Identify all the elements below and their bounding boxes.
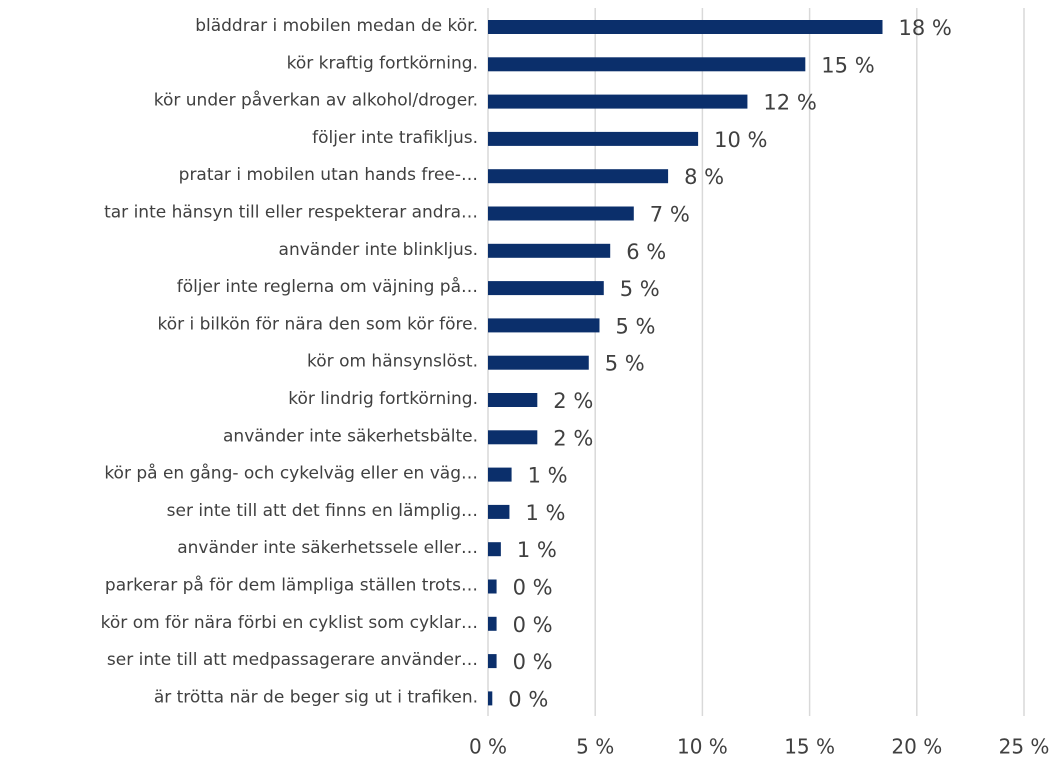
x-tick-label: 5 % (576, 735, 614, 759)
category-label: kör i bilkön för nära den som kör före. (157, 314, 478, 334)
data-label: 12 % (763, 91, 816, 115)
bar (488, 131, 699, 146)
category-label: ser inte till att medpassagerare använde… (107, 650, 478, 670)
bar (488, 169, 669, 184)
bar (488, 57, 806, 72)
data-label: 7 % (650, 203, 690, 227)
category-label: ser inte till att det finns en lämplig… (167, 501, 478, 521)
category-label: kör om för nära förbi en cyklist som cyk… (101, 613, 478, 633)
category-label: kör om hänsynslöst. (307, 352, 478, 372)
data-label: 2 % (553, 389, 593, 413)
bar (488, 504, 510, 519)
bar (488, 430, 538, 445)
bar (488, 654, 497, 669)
bar (488, 206, 634, 221)
bar (488, 542, 501, 557)
bar (488, 243, 611, 258)
data-label: 5 % (615, 314, 655, 338)
bar (488, 467, 512, 482)
x-tick-label: 0 % (469, 735, 507, 759)
data-label: 5 % (605, 352, 645, 376)
category-label: bläddrar i mobilen medan de kör. (195, 16, 478, 36)
data-label: 2 % (553, 426, 593, 450)
data-label: 5 % (620, 277, 660, 301)
category-label: är trötta när de beger sig ut i trafiken… (154, 687, 478, 707)
category-label: pratar i mobilen utan hands free-… (179, 165, 478, 185)
data-label: 0 % (513, 650, 553, 674)
data-label: 10 % (714, 128, 767, 152)
bar (488, 393, 538, 407)
bar (488, 579, 497, 594)
category-label: kör på en gång- och cykelväg eller en vä… (104, 463, 478, 484)
bar (488, 691, 493, 706)
data-label: 15 % (821, 53, 874, 77)
data-label: 18 % (898, 16, 951, 40)
bar (488, 355, 589, 370)
bar (488, 20, 883, 34)
category-label: kör lindrig fortkörning. (288, 389, 478, 409)
category-label: följer inte reglerna om väjning på… (177, 276, 478, 297)
x-tick-label: 20 % (891, 735, 942, 759)
data-label: 1 % (528, 464, 568, 488)
bar (488, 281, 604, 296)
data-label: 0 % (513, 576, 553, 600)
bar (488, 318, 600, 333)
category-label: kör under påverkan av alkohol/droger. (154, 90, 478, 111)
category-label: parkerar på för dem lämpliga ställen tro… (105, 575, 478, 596)
data-label: 8 % (684, 165, 724, 189)
data-label: 6 % (626, 240, 666, 264)
data-label: 0 % (513, 613, 553, 637)
category-label: använder inte säkerhetsbälte. (223, 426, 478, 446)
x-tick-label: 10 % (677, 735, 728, 759)
x-tick-label: 25 % (999, 735, 1050, 759)
category-label: använder inte blinkljus. (279, 240, 478, 260)
data-label: 0 % (508, 687, 548, 711)
category-label: använder inte säkerhetssele eller… (177, 538, 478, 558)
data-label: 1 % (525, 501, 565, 525)
bar (488, 616, 497, 631)
data-label: 1 % (517, 538, 557, 562)
category-label: tar inte hänsyn till eller respekterar a… (104, 203, 478, 223)
x-tick-label: 15 % (784, 735, 835, 759)
category-label: kör kraftig fortkörning. (287, 53, 478, 73)
bar (488, 94, 748, 109)
category-label: följer inte trafikljus. (312, 128, 478, 148)
